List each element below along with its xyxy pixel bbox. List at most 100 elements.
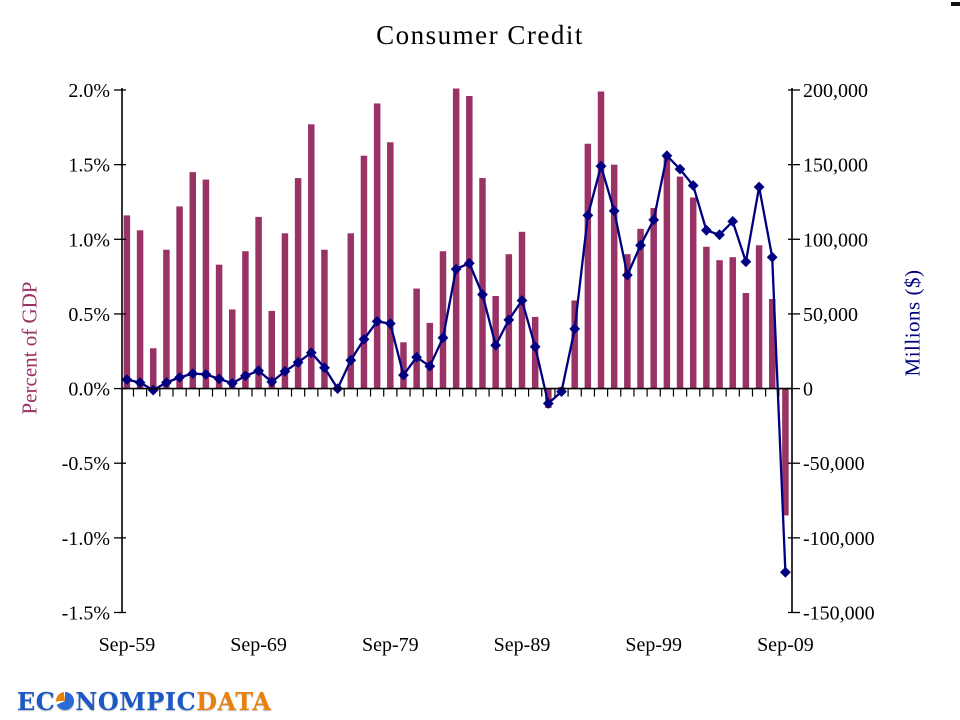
bar-Sep-93 [571, 300, 578, 389]
bar-Sep-84 [452, 88, 460, 389]
bar-Sep-60 [136, 230, 144, 389]
bar-Sep-85 [466, 95, 473, 389]
marker-Sep-77 [358, 333, 370, 345]
x-tick-label: Sep-79 [362, 634, 419, 656]
bar-Sep-59 [123, 215, 131, 389]
bar-Sep-66 [215, 264, 223, 389]
right-tick-labels: 200,000 150,000 100,000 50,000 0 -50,000 -100,… [803, 80, 875, 625]
x-tick-label: Sep-69 [230, 634, 287, 656]
marker-Sep-76 [345, 354, 357, 366]
marker-Sep-69 [253, 365, 264, 377]
marker-Sep-83 [437, 332, 449, 344]
bar-Sep-61 [149, 348, 157, 389]
marker-Sep-94 [582, 210, 594, 221]
marker-Sep-03 [701, 224, 712, 236]
bar-Sep-72 [294, 178, 302, 389]
right-tick-label: 50,000 [803, 304, 858, 326]
line-markers [121, 150, 791, 578]
econompic-data-logo: EC NOMPIC DATA [17, 686, 272, 716]
marker-Sep-59 [121, 374, 133, 385]
bar-Sep-67 [229, 309, 236, 389]
bar-Sep-62 [163, 249, 170, 389]
marker-Sep-84 [450, 263, 462, 275]
marker-Sep-82 [424, 360, 436, 372]
left-tick-label: 1.5% [68, 155, 110, 177]
marker-Sep-07 [753, 181, 765, 193]
bar-Sep-09 [782, 388, 789, 516]
marker-Sep-90 [529, 341, 541, 353]
marker-Sep-78 [371, 316, 383, 327]
right-tick-label: -50,000 [803, 453, 865, 475]
marker-Sep-66 [213, 373, 225, 385]
bar-Sep-64 [189, 172, 196, 389]
bar-Sep-95 [597, 91, 605, 389]
bar-Sep-06 [742, 293, 750, 389]
marker-Sep-71 [279, 366, 291, 377]
marker-Sep-95 [595, 160, 607, 172]
bar-Sep-02 [689, 197, 697, 389]
bar-Sep-86 [479, 178, 486, 389]
axes [121, 88, 793, 613]
bar-Sep-96 [610, 164, 618, 389]
marker-Sep-04 [714, 229, 725, 241]
left-tick-label: 0.0% [68, 379, 110, 401]
bar-Sep-03 [703, 246, 710, 389]
bar-Sep-71 [281, 233, 289, 389]
year-ticks [132, 388, 793, 397]
bar-Sep-08 [768, 299, 776, 389]
bar-Sep-68 [242, 251, 249, 389]
bar-Sep-94 [584, 143, 592, 389]
right-tick-label: 150,000 [803, 155, 868, 177]
marker-Sep-65 [200, 369, 212, 380]
bar-Sep-69 [255, 216, 262, 389]
bar-Sep-65 [202, 179, 210, 389]
bar-Sep-74 [321, 249, 328, 389]
bar-Sep-80 [400, 342, 407, 389]
x-tick-label: Sep-59 [99, 634, 156, 656]
left-tick-label: -0.5% [62, 453, 110, 475]
marker-Sep-00 [661, 150, 673, 162]
logo-text-data: DATA [196, 686, 272, 716]
bar-Sep-90 [531, 316, 539, 389]
x-tick-label: Sep-99 [625, 634, 682, 656]
bars-percent-of-gdp [123, 88, 789, 516]
marker-Sep-01 [674, 163, 686, 175]
marker-Sep-86 [477, 289, 488, 300]
bar-Sep-79 [387, 142, 394, 389]
marker-Sep-72 [292, 357, 304, 368]
logo-text-ec: EC [17, 686, 56, 716]
bar-Sep-04 [716, 260, 723, 389]
marker-Sep-74 [319, 362, 330, 374]
marker-Sep-02 [687, 180, 699, 191]
marker-Sep-81 [411, 351, 422, 363]
marker-Sep-61 [147, 384, 159, 396]
marker-Sep-80 [398, 369, 409, 381]
bar-Sep-82 [426, 322, 434, 389]
stray-mark [951, 2, 960, 6]
bar-Sep-78 [373, 103, 381, 389]
marker-Sep-91 [542, 398, 554, 409]
right-tick-label: 100,000 [803, 229, 868, 251]
left-tick-label: 1.0% [68, 229, 110, 251]
marker-Sep-64 [187, 368, 199, 379]
marker-Sep-97 [622, 269, 633, 281]
left-tick-label: -1.5% [62, 603, 110, 625]
chart-title: Consumer Credit [376, 20, 584, 50]
right-tick-label: 0 [803, 379, 813, 401]
marker-Sep-05 [727, 216, 739, 227]
logo-text-nompic: NOMPIC [75, 686, 197, 716]
y-ticks [114, 89, 800, 614]
bar-Sep-01 [676, 176, 684, 389]
bar-Sep-76 [347, 233, 355, 389]
bar-Sep-73 [308, 124, 315, 389]
marker-Sep-60 [134, 377, 146, 388]
econompic-globe-icon [56, 692, 75, 710]
marker-Sep-08 [766, 251, 778, 263]
marker-Sep-73 [305, 347, 317, 359]
bar-Sep-89 [518, 231, 526, 389]
marker-Sep-79 [384, 318, 396, 329]
bar-Sep-07 [755, 245, 763, 389]
marker-Sep-62 [161, 377, 172, 388]
marker-Sep-67 [226, 377, 238, 389]
